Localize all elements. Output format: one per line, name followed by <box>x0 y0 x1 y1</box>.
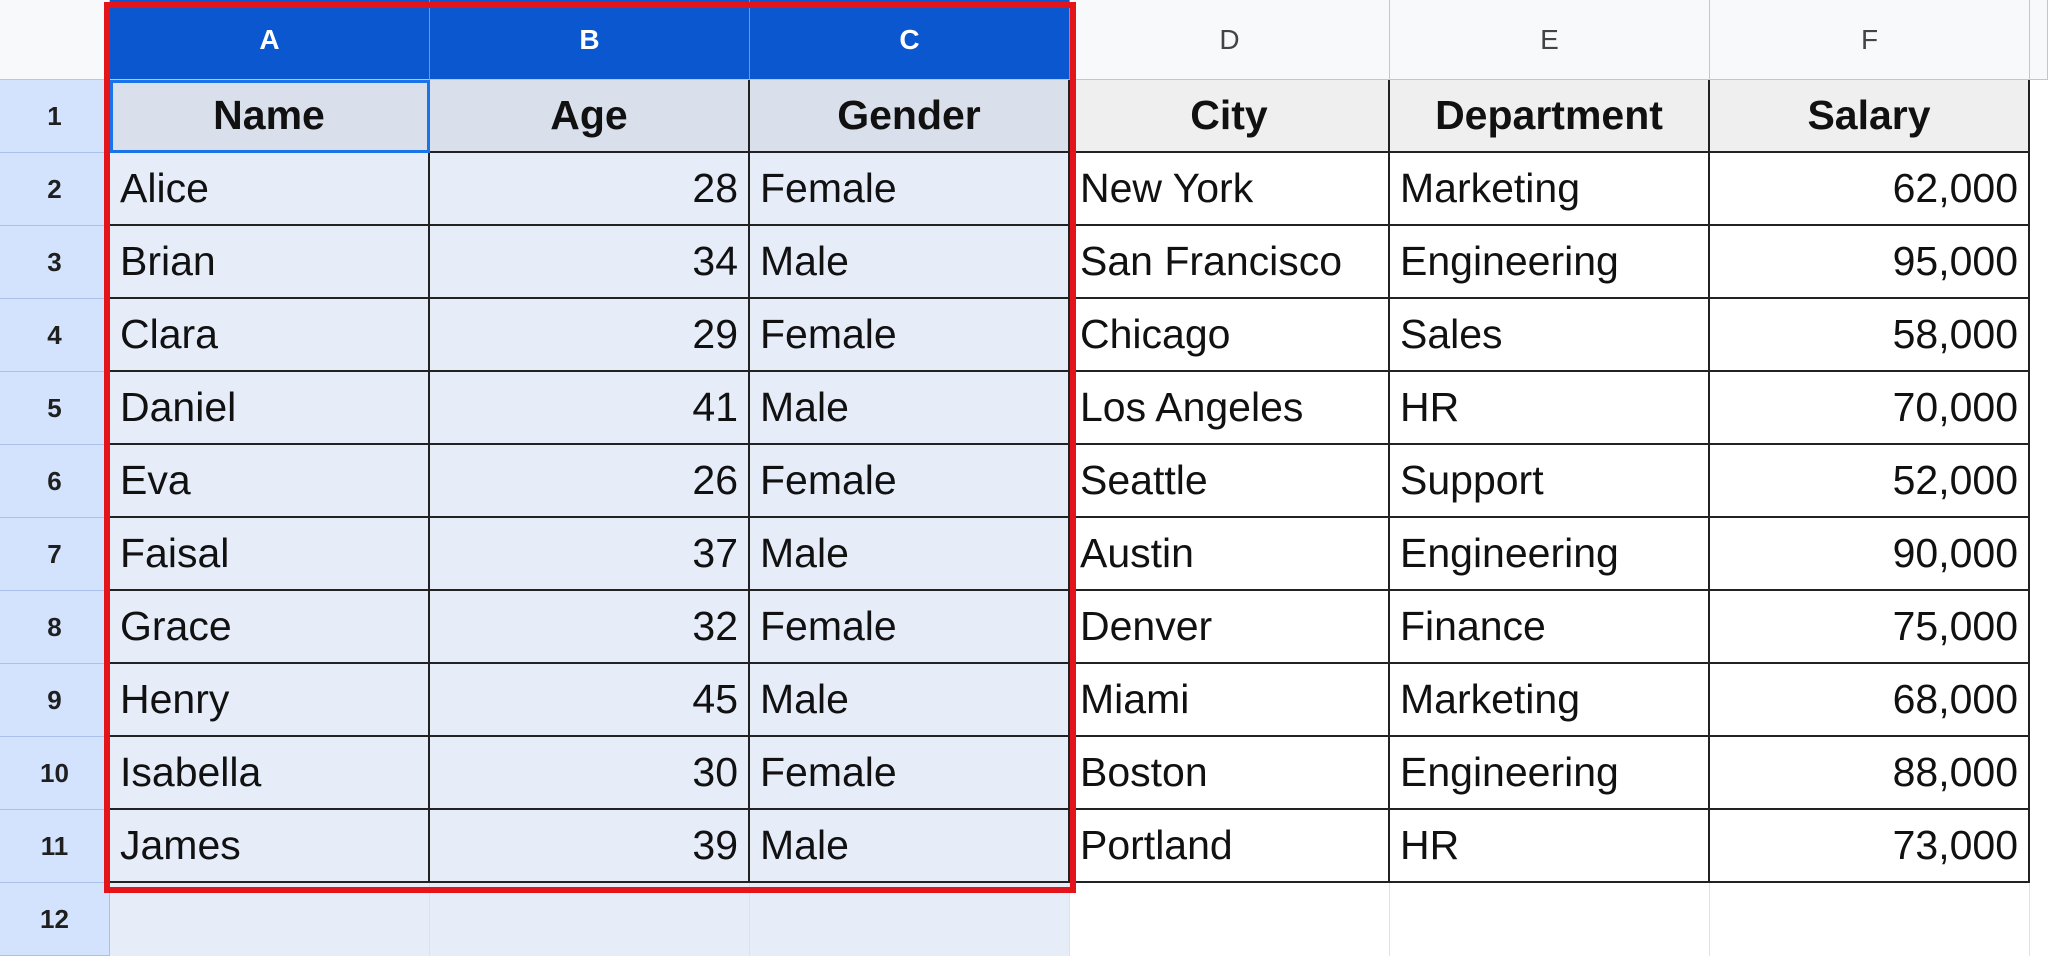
cell[interactable]: 75,000 <box>1710 591 2030 664</box>
cell[interactable]: 73,000 <box>1710 810 2030 883</box>
cell[interactable]: 90,000 <box>1710 518 2030 591</box>
cell[interactable]: 32 <box>430 591 750 664</box>
cell[interactable]: HR <box>1390 372 1710 445</box>
cell[interactable]: 95,000 <box>1710 226 2030 299</box>
cell[interactable]: Male <box>750 518 1070 591</box>
cell[interactable]: Marketing <box>1390 664 1710 737</box>
header-cell[interactable]: Age <box>430 80 750 153</box>
cell[interactable]: 41 <box>430 372 750 445</box>
cell[interactable]: 52,000 <box>1710 445 2030 518</box>
row-header[interactable]: 4 <box>0 299 110 372</box>
cell[interactable]: Grace <box>110 591 430 664</box>
cell[interactable]: Finance <box>1390 591 1710 664</box>
cell[interactable]: 28 <box>430 153 750 226</box>
selection-highlight <box>104 2 1076 893</box>
cell[interactable]: Engineering <box>1390 226 1710 299</box>
corner[interactable] <box>0 0 110 80</box>
cell[interactable]: Male <box>750 226 1070 299</box>
cell[interactable]: Denver <box>1070 591 1390 664</box>
empty-cell[interactable] <box>750 883 1070 956</box>
cell[interactable]: 70,000 <box>1710 372 2030 445</box>
cell[interactable]: Los Angeles <box>1070 372 1390 445</box>
row-header[interactable]: 5 <box>0 372 110 445</box>
cell[interactable]: HR <box>1390 810 1710 883</box>
cell[interactable]: Portland <box>1070 810 1390 883</box>
header-cell[interactable]: Department <box>1390 80 1710 153</box>
cell[interactable]: Female <box>750 737 1070 810</box>
row-header[interactable]: 10 <box>0 737 110 810</box>
cell[interactable]: Henry <box>110 664 430 737</box>
cell[interactable]: 26 <box>430 445 750 518</box>
cell[interactable]: Support <box>1390 445 1710 518</box>
cell[interactable]: Female <box>750 153 1070 226</box>
cell[interactable]: Seattle <box>1070 445 1390 518</box>
row-header[interactable]: 1 <box>0 80 110 153</box>
cell[interactable]: Alice <box>110 153 430 226</box>
cell[interactable]: San Francisco <box>1070 226 1390 299</box>
cell[interactable]: Eva <box>110 445 430 518</box>
column-header[interactable]: D <box>1070 0 1390 80</box>
header-cell[interactable]: City <box>1070 80 1390 153</box>
cell[interactable]: 88,000 <box>1710 737 2030 810</box>
cell[interactable]: 39 <box>430 810 750 883</box>
header-cell[interactable]: Gender <box>750 80 1070 153</box>
row-header[interactable]: 6 <box>0 445 110 518</box>
cell[interactable]: Brian <box>110 226 430 299</box>
column-header[interactable]: F <box>1710 0 2030 80</box>
cell[interactable]: Chicago <box>1070 299 1390 372</box>
cell[interactable]: 62,000 <box>1710 153 2030 226</box>
cell[interactable]: Faisal <box>110 518 430 591</box>
cell[interactable]: Marketing <box>1390 153 1710 226</box>
column-header-filler <box>2030 0 2048 80</box>
cell[interactable]: New York <box>1070 153 1390 226</box>
cell[interactable]: Female <box>750 299 1070 372</box>
cell[interactable]: James <box>110 810 430 883</box>
cell[interactable]: Male <box>750 664 1070 737</box>
cell[interactable]: 30 <box>430 737 750 810</box>
empty-cell[interactable] <box>1710 883 2030 956</box>
cell[interactable]: Male <box>750 810 1070 883</box>
empty-cell[interactable] <box>1070 883 1390 956</box>
row-header[interactable]: 9 <box>0 664 110 737</box>
column-header[interactable]: A <box>110 0 430 80</box>
column-header[interactable]: B <box>430 0 750 80</box>
cell[interactable]: Miami <box>1070 664 1390 737</box>
cell[interactable]: Clara <box>110 299 430 372</box>
cell[interactable]: 58,000 <box>1710 299 2030 372</box>
cell[interactable]: Austin <box>1070 518 1390 591</box>
cell[interactable]: 37 <box>430 518 750 591</box>
cell[interactable]: Engineering <box>1390 518 1710 591</box>
empty-cell[interactable] <box>430 883 750 956</box>
cell[interactable]: Female <box>750 445 1070 518</box>
cell[interactable]: Sales <box>1390 299 1710 372</box>
cell[interactable]: Female <box>750 591 1070 664</box>
cell[interactable]: Isabella <box>110 737 430 810</box>
cell[interactable]: 68,000 <box>1710 664 2030 737</box>
row-header[interactable]: 8 <box>0 591 110 664</box>
row-header[interactable]: 2 <box>0 153 110 226</box>
row-header[interactable]: 11 <box>0 810 110 883</box>
cell[interactable]: Male <box>750 372 1070 445</box>
empty-cell[interactable] <box>1390 883 1710 956</box>
cell[interactable]: 34 <box>430 226 750 299</box>
cell[interactable]: Engineering <box>1390 737 1710 810</box>
column-header[interactable]: C <box>750 0 1070 80</box>
empty-cell[interactable] <box>110 883 430 956</box>
row-header[interactable]: 7 <box>0 518 110 591</box>
cell[interactable]: 29 <box>430 299 750 372</box>
cell[interactable]: Boston <box>1070 737 1390 810</box>
row-header[interactable]: 12 <box>0 883 110 956</box>
active-cell <box>110 80 430 153</box>
column-header[interactable]: E <box>1390 0 1710 80</box>
cell[interactable]: Daniel <box>110 372 430 445</box>
header-cell[interactable]: Salary <box>1710 80 2030 153</box>
row-header[interactable]: 3 <box>0 226 110 299</box>
cell[interactable]: 45 <box>430 664 750 737</box>
